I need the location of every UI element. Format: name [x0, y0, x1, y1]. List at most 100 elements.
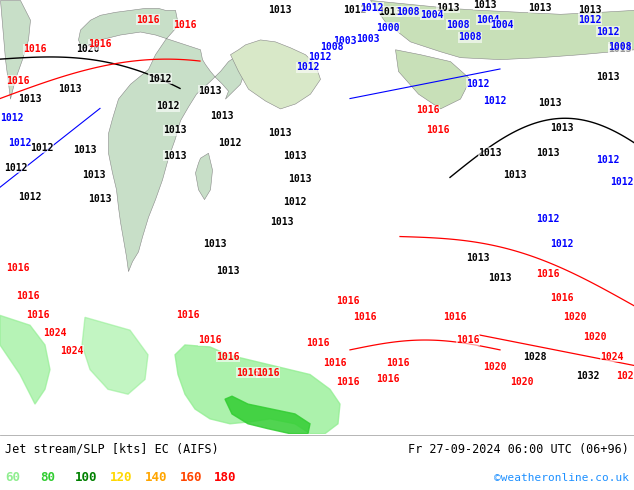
Text: 1013: 1013	[88, 194, 112, 204]
Text: 1012: 1012	[156, 101, 180, 111]
Text: 1008: 1008	[458, 32, 482, 43]
Text: 1012: 1012	[536, 214, 560, 224]
Text: 1013: 1013	[503, 171, 527, 180]
Text: 1016: 1016	[336, 377, 359, 388]
Text: 1012: 1012	[578, 15, 602, 24]
Text: 1004: 1004	[420, 10, 444, 20]
Text: 1013: 1013	[163, 125, 187, 135]
Text: 1013: 1013	[198, 86, 222, 96]
Text: 1013: 1013	[270, 217, 294, 227]
Text: 1016: 1016	[426, 125, 450, 135]
Text: 60: 60	[5, 471, 20, 484]
Text: 1012: 1012	[148, 74, 172, 84]
Text: 1013: 1013	[436, 3, 460, 13]
Text: 1016: 1016	[256, 368, 280, 377]
Text: 1020: 1020	[510, 377, 534, 388]
Text: 1016: 1016	[306, 338, 330, 348]
Text: 1013: 1013	[488, 273, 512, 283]
Text: 1013: 1013	[283, 151, 307, 161]
Text: 1024: 1024	[60, 346, 84, 356]
Text: 1013: 1013	[378, 7, 402, 17]
Text: 1008: 1008	[396, 7, 420, 17]
Text: 1016: 1016	[173, 20, 197, 29]
Text: 1020: 1020	[583, 332, 607, 342]
Text: 1016: 1016	[6, 76, 30, 86]
Text: 1013: 1013	[538, 98, 562, 108]
Text: 1028: 1028	[616, 371, 634, 382]
Text: 1012: 1012	[30, 143, 54, 153]
Text: 1016: 1016	[353, 312, 377, 322]
Text: 1013: 1013	[550, 123, 574, 133]
Text: 140: 140	[145, 471, 167, 484]
Text: 1013: 1013	[163, 151, 187, 161]
Text: 100: 100	[75, 471, 97, 484]
Polygon shape	[225, 396, 310, 434]
Text: 1016: 1016	[550, 293, 574, 303]
Text: 1024: 1024	[600, 352, 624, 362]
Text: 1013: 1013	[473, 0, 497, 10]
Text: 1012: 1012	[483, 96, 507, 105]
Text: 1013: 1013	[204, 240, 227, 249]
Text: 1016: 1016	[376, 374, 400, 385]
Text: 1013: 1013	[528, 3, 552, 13]
Text: 1016: 1016	[176, 310, 200, 320]
Text: 1013: 1013	[578, 5, 602, 15]
Text: 1016: 1016	[198, 335, 222, 345]
Text: 1013: 1013	[596, 72, 620, 82]
Text: 1013: 1013	[210, 111, 234, 122]
Text: 1008: 1008	[320, 42, 344, 52]
Text: 1032: 1032	[576, 371, 600, 382]
Text: 1003: 1003	[356, 34, 380, 45]
Text: 1013: 1013	[466, 253, 489, 263]
Text: 1012: 1012	[308, 52, 332, 62]
Text: 1016: 1016	[6, 263, 30, 273]
Polygon shape	[82, 318, 148, 394]
Text: 1016: 1016	[136, 15, 160, 24]
Text: 1012: 1012	[343, 5, 366, 15]
Text: 1013: 1013	[268, 5, 292, 15]
Text: 1016: 1016	[536, 269, 560, 279]
Text: 1012: 1012	[596, 155, 620, 165]
Text: 1020: 1020	[76, 44, 100, 54]
Text: 1013: 1013	[74, 145, 97, 155]
Text: 1016: 1016	[443, 312, 467, 322]
Text: Fr 27-09-2024 06:00 UTC (06+96): Fr 27-09-2024 06:00 UTC (06+96)	[408, 443, 629, 456]
Text: 1020: 1020	[483, 362, 507, 371]
Text: 1016: 1016	[323, 358, 347, 368]
Text: 1004: 1004	[476, 15, 500, 24]
Text: 1013: 1013	[216, 266, 240, 276]
Text: 1012: 1012	[550, 240, 574, 249]
Text: 180: 180	[214, 471, 236, 484]
Text: 1012: 1012	[218, 138, 242, 148]
Text: 1013: 1013	[608, 44, 631, 54]
Text: 1016: 1016	[386, 358, 410, 368]
Text: 1013: 1013	[18, 94, 42, 103]
Text: 80: 80	[40, 471, 55, 484]
Text: 1012: 1012	[466, 79, 489, 89]
Text: 1004: 1004	[490, 20, 514, 29]
Text: Jet stream/SLP [kts] EC (AIFS): Jet stream/SLP [kts] EC (AIFS)	[5, 443, 219, 456]
Text: 1016: 1016	[23, 44, 47, 54]
Text: 1016: 1016	[456, 335, 480, 345]
Text: 1012: 1012	[0, 113, 23, 123]
Text: 1012: 1012	[18, 192, 42, 202]
Text: 160: 160	[179, 471, 202, 484]
Text: 1016: 1016	[336, 295, 359, 306]
Text: 1016: 1016	[16, 291, 40, 301]
Text: 1003: 1003	[333, 36, 357, 47]
Text: 1012: 1012	[4, 163, 28, 172]
Polygon shape	[175, 345, 340, 434]
Text: 1024: 1024	[43, 328, 67, 338]
Text: 1012: 1012	[360, 3, 384, 13]
Text: 1000: 1000	[376, 23, 400, 33]
Text: 1012: 1012	[611, 177, 634, 187]
Text: 1013: 1013	[82, 171, 106, 180]
Text: 1013: 1013	[478, 148, 501, 158]
Text: 1008: 1008	[446, 20, 470, 29]
Text: 1016: 1016	[216, 352, 240, 362]
Text: 1016: 1016	[88, 39, 112, 49]
Text: 1012: 1012	[296, 62, 320, 72]
Text: 1012: 1012	[596, 26, 620, 37]
Text: 1013: 1013	[288, 174, 312, 184]
Text: 1013: 1013	[268, 128, 292, 138]
